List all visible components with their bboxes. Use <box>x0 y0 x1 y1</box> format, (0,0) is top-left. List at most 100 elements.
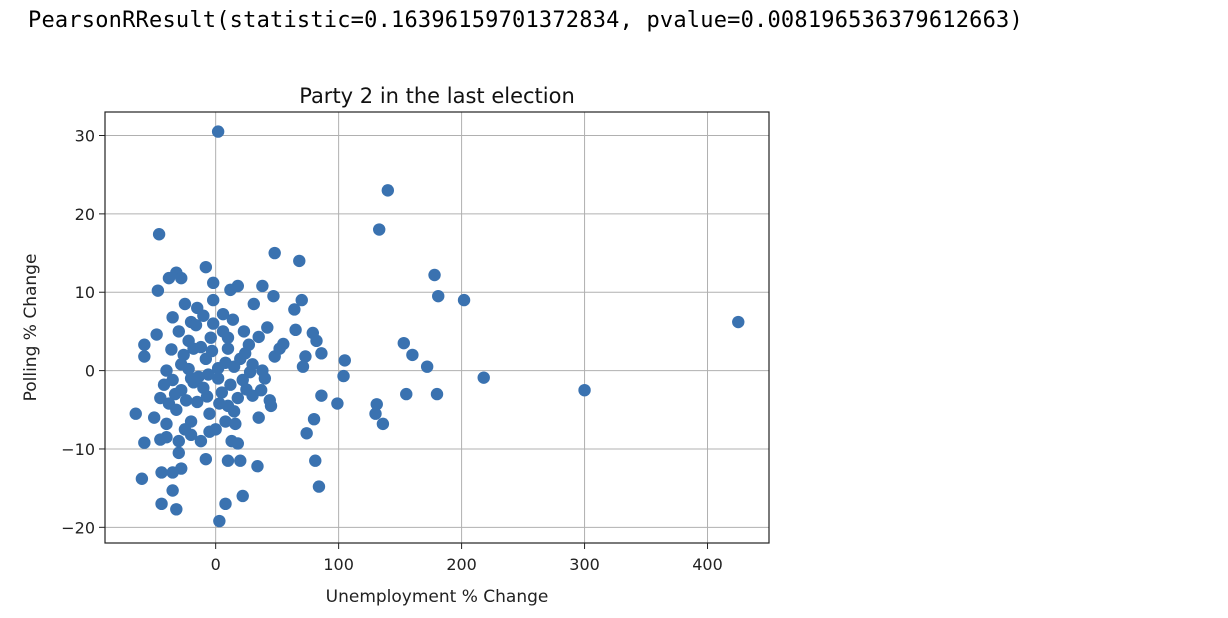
scatter-point <box>135 472 149 485</box>
y-tick-label: −20 <box>61 518 95 537</box>
scatter-point <box>256 279 269 293</box>
scatter-point <box>428 268 441 282</box>
scatter-point <box>160 417 173 431</box>
scatter-point <box>251 460 264 473</box>
scatter-point <box>299 350 312 363</box>
scatter-point <box>331 397 344 410</box>
scatter-point <box>400 387 413 401</box>
scatter-point <box>162 271 176 285</box>
scatter-point <box>203 407 216 420</box>
x-tick-label: 300 <box>569 555 600 574</box>
scatter-point <box>370 398 383 411</box>
scatter-point <box>175 358 188 371</box>
scatter-point <box>213 514 226 528</box>
plot-frame <box>104 111 770 544</box>
scatter-point <box>179 394 193 407</box>
scatter-point <box>300 427 313 440</box>
scatter-point <box>477 371 490 384</box>
scatter-point <box>221 342 235 355</box>
scatter-point <box>211 125 225 138</box>
scatter-point <box>191 395 204 409</box>
scatter-point <box>457 293 471 307</box>
scatter-point <box>152 228 166 241</box>
scatter-point <box>247 297 260 311</box>
x-tick-label: 400 <box>692 555 723 574</box>
scatter-point <box>175 271 188 285</box>
scatter-point <box>420 360 434 373</box>
scatter-point <box>312 480 326 493</box>
scatter-point <box>138 350 151 363</box>
scatter-point <box>138 436 151 449</box>
scatter-point <box>252 411 265 424</box>
scatter-point <box>172 325 185 338</box>
scatter-points <box>129 125 745 528</box>
scatter-point <box>246 358 259 371</box>
scatter-point <box>138 338 151 351</box>
scatter-point <box>219 497 232 511</box>
scatter-point <box>307 412 321 426</box>
scatter-point <box>231 437 244 450</box>
scatter-point <box>227 360 241 373</box>
scatter-point <box>273 342 286 355</box>
scatter-point <box>150 328 163 341</box>
scatter-point <box>376 417 390 431</box>
scatter-point <box>199 452 213 466</box>
scatter-point <box>224 378 237 391</box>
scatter-point <box>288 303 301 316</box>
scatter-point <box>267 289 280 303</box>
y-tick-label: 0 <box>85 362 95 381</box>
x-tick-label: 0 <box>211 555 221 574</box>
scatter-point <box>172 446 185 460</box>
scatter-point <box>309 454 322 467</box>
scatter-point <box>165 343 178 356</box>
scatter-point <box>207 317 220 330</box>
scatter-point <box>246 389 259 402</box>
scatter-point <box>261 321 274 334</box>
scatter-point <box>177 348 190 362</box>
scatter-point <box>578 383 591 397</box>
scatter-point <box>397 336 410 350</box>
scatter-point <box>199 352 213 366</box>
y-tick-label: 20 <box>75 205 95 224</box>
y-tick-label: −10 <box>61 440 95 459</box>
scatter-point <box>219 415 232 428</box>
scatter-point <box>229 417 242 431</box>
x-tick-label: 100 <box>323 555 354 574</box>
scatter-point <box>432 289 445 303</box>
scatter-point <box>211 372 225 385</box>
scatter-point <box>166 466 179 479</box>
scatter-point <box>289 323 302 337</box>
scatter-point <box>295 293 308 307</box>
scatter-point <box>337 369 350 383</box>
scatter-point <box>381 184 395 197</box>
scatter-point <box>199 260 213 274</box>
scatter-point <box>238 347 252 360</box>
scatter-point <box>293 254 306 268</box>
scatter-point <box>315 347 328 360</box>
x-tick-label: 200 <box>446 555 477 574</box>
scatter-point <box>207 293 220 307</box>
scatter-point <box>147 411 161 424</box>
scatter-point <box>166 311 179 324</box>
y-axis-label: Polling % Change <box>21 254 41 402</box>
y-tick-label: 30 <box>75 127 95 146</box>
scatter-point <box>155 466 168 479</box>
scatter-point <box>184 428 198 442</box>
scatter-point <box>202 368 215 381</box>
scatter-point <box>189 318 203 332</box>
x-axis-label: Unemployment % Change <box>326 587 549 607</box>
y-tick-label: 10 <box>75 283 95 302</box>
scatter-point <box>172 434 185 448</box>
scatter-point <box>151 284 165 297</box>
scatter-point <box>197 309 210 322</box>
scatter-point <box>256 364 269 377</box>
scatter-point <box>430 387 444 401</box>
scatter-point <box>157 378 171 391</box>
scatter-point <box>315 389 328 402</box>
scatter-point <box>236 373 249 387</box>
scatter-point <box>204 331 217 344</box>
scatter-point <box>226 313 240 326</box>
scatter-point <box>170 403 183 416</box>
scatter-point <box>216 307 230 321</box>
